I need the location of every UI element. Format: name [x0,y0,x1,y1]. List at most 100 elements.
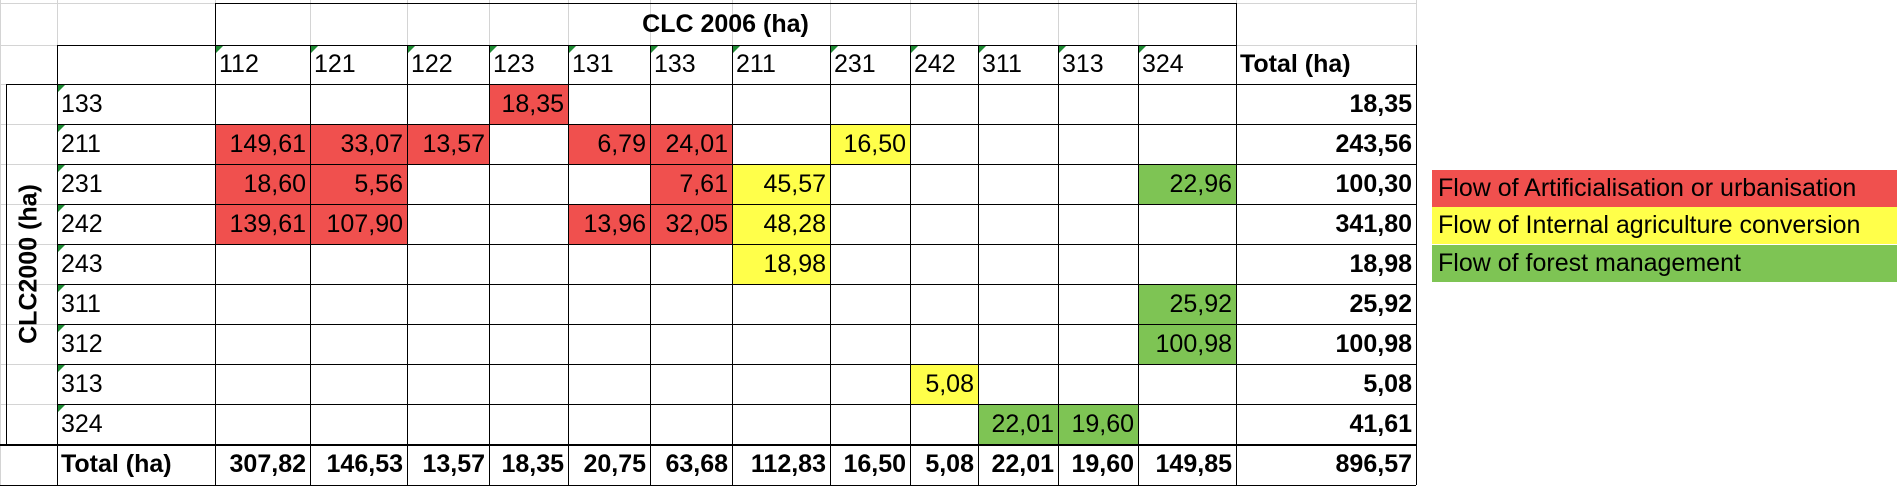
flow-cell: 22,96 [1138,164,1236,204]
border-rowheader-left [57,45,58,485]
flow-cell: 33,07 [310,124,407,164]
flow-cell [310,84,407,124]
cell-marker [910,45,919,54]
legend-item-yellow: Flow of Internal agriculture conversion [1432,207,1897,244]
flow-cell [1058,364,1138,404]
flow-cell [1058,164,1138,204]
flow-cell: 16,50 [830,124,910,164]
flow-cell-text: 5,56 [354,169,403,198]
flow-cell [830,284,910,324]
border-row [57,244,1416,245]
column-total-text: 18,35 [501,450,564,478]
column-header-text: 123 [493,50,535,78]
flow-cell: 13,57 [407,124,489,164]
column-total-text: 22,01 [991,450,1054,478]
row-total: 41,61 [1236,404,1416,444]
flow-cell-text: 18,98 [763,249,826,278]
flow-cell [650,284,732,324]
flow-cell: 32,05 [650,204,732,244]
flow-cell [910,124,978,164]
flow-cell-text: 100,98 [1155,329,1232,358]
flow-cell [407,84,489,124]
column-header: 311 [978,45,1058,84]
border-col [1138,45,1139,485]
column-header-text: 133 [654,50,696,78]
column-total: 20,75 [568,444,650,485]
flow-cell-text: 18,35 [501,89,564,118]
flow-cell [1138,84,1236,124]
border-col [568,45,569,485]
column-header: 112 [215,45,310,84]
legend-label: Flow of Artificialisation or urbanisatio… [1438,174,1857,202]
legend-label: Flow of forest management [1438,249,1741,277]
flow-cell: 6,79 [568,124,650,164]
flow-cell [910,84,978,124]
column-total: 112,83 [732,444,830,485]
flow-cell [910,244,978,284]
column-total: 307,82 [215,444,310,485]
flow-cell [568,284,650,324]
column-header: 131 [568,45,650,84]
flow-cell [310,364,407,404]
column-total-text: 63,68 [665,450,728,478]
flow-cell [407,164,489,204]
border-col [489,45,490,485]
row-header: 312 [57,324,215,364]
row-total: 243,56 [1236,124,1416,164]
flow-cell [215,324,310,364]
flow-cell: 139,61 [215,204,310,244]
column-total: 16,50 [830,444,910,485]
flow-cell-text: 13,57 [422,129,485,158]
cell-marker [57,244,66,253]
flow-cell [732,84,830,124]
flow-cell [978,164,1058,204]
cell-marker [1058,45,1067,54]
flow-cell-text: 48,28 [763,209,826,238]
cell-marker [1138,45,1147,54]
row-header: 133 [57,84,215,124]
column-total-text: 112,83 [750,450,826,478]
matrix-title: CLC 2006 (ha) [215,3,1236,45]
border-col [830,45,831,485]
grand-total: 896,57 [1236,444,1416,485]
row-total-text: 41,61 [1349,409,1412,438]
column-header-text: 313 [1062,50,1104,78]
column-total: 63,68 [650,444,732,485]
cell-marker [215,45,224,54]
row-header: 324 [57,404,215,444]
column-total-text: 307,82 [229,450,306,478]
flow-cell [830,364,910,404]
flow-cell [568,404,650,444]
total-header: Total (ha) [1236,45,1416,84]
flow-cell-text: 45,57 [763,169,826,198]
column-total-text: 149,85 [1155,450,1232,478]
border-col [310,45,311,485]
border-row [57,84,1416,85]
column-header-text: 112 [219,50,259,78]
border-top-title [215,3,1236,4]
flow-cell [650,404,732,444]
column-header: 123 [489,45,568,84]
cell-marker [650,45,659,54]
row-total-text: 18,35 [1349,89,1412,118]
flow-cell-text: 24,01 [665,129,728,158]
column-total-text: 20,75 [583,450,646,478]
flow-cell: 5,56 [310,164,407,204]
row-total-text: 5,08 [1363,369,1412,398]
flow-cell: 18,98 [732,244,830,284]
flow-cell [1058,324,1138,364]
row-header-text: 313 [61,369,103,398]
flow-cell-text: 107,90 [326,209,403,238]
flow-cell [310,244,407,284]
flow-cell [489,404,568,444]
flow-cell [732,364,830,404]
flow-cell [489,244,568,284]
flow-cell [910,324,978,364]
cell-marker [57,124,66,133]
flow-cell [978,204,1058,244]
border-row [57,324,1416,325]
flow-cell [1058,244,1138,284]
column-total: 19,60 [1058,444,1138,485]
flow-cell: 107,90 [310,204,407,244]
flow-cell [1058,84,1138,124]
